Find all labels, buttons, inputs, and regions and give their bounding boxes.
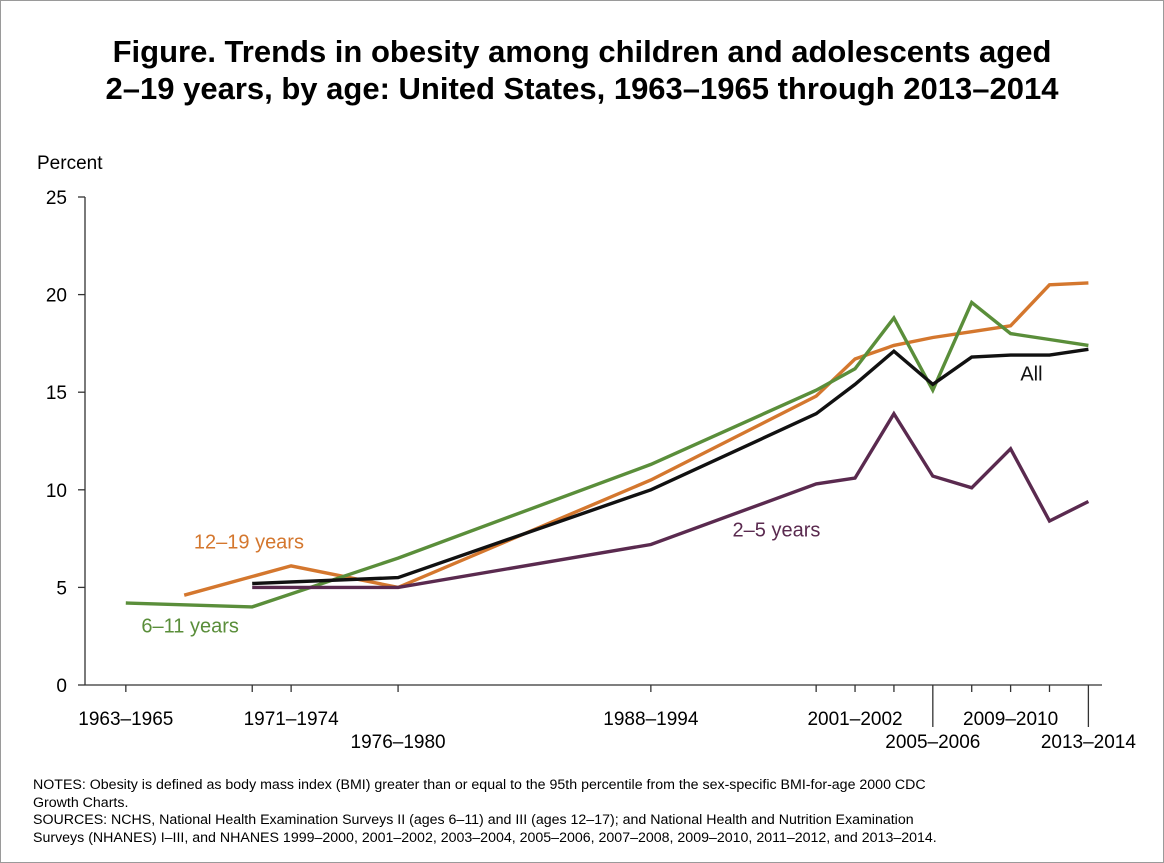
- sources-line-1: SOURCES: NCHS, National Health Examinati…: [33, 812, 914, 828]
- notes-line-2: Growth Charts.: [33, 794, 129, 811]
- notes-block: NOTES: Obesity is defined as body mass i…: [33, 777, 1143, 847]
- x-tick-label: 1971–1974: [244, 709, 340, 730]
- x-tick-label: 1963–1965: [78, 709, 173, 730]
- x-tick-label: 2009–2010: [963, 709, 1058, 730]
- y-tick-label: 5: [56, 578, 67, 599]
- y-tick-label: 20: [46, 286, 67, 307]
- annotation-layer: 12–19 years 6–11 years All 2–5 years: [141, 363, 1042, 637]
- series-line-2: [252, 347, 1089, 586]
- x-tick-label: 1988–1994: [603, 709, 699, 730]
- series-line-3: [252, 410, 1090, 590]
- axes: 0 5 10 15 20 25 1963–1965 1971–1974 1976–1980 198…: [46, 188, 1137, 753]
- y-tick-label: 15: [46, 383, 67, 404]
- sources-line-2: Surveys (NHANES) I–III, and NHANES 1999–…: [33, 829, 937, 846]
- series-line-1: [125, 299, 1089, 609]
- x-tick-label: 2013–2014: [1041, 732, 1137, 753]
- series-line-0: [183, 281, 1089, 597]
- y-tick-label: 10: [46, 481, 67, 502]
- y-axis-label: Percent: [37, 153, 103, 174]
- notes-line-1: NOTES: Obesity is defined as body mass i…: [33, 777, 926, 793]
- x-tick-label: 1976–1980: [351, 732, 446, 753]
- series-label-0: 12–19 years: [194, 531, 304, 553]
- chart-title-line-2: 2–19 years, by age: United States, 1963–…: [105, 71, 1059, 106]
- series-layer: [125, 281, 1090, 609]
- x-tick-label: 2001–2002: [807, 709, 902, 730]
- series-label-2: All: [1020, 363, 1042, 385]
- chart-title: Figure. Trends in obesity among children…: [0, 33, 1164, 107]
- series-label-3: 2–5 years: [733, 520, 821, 542]
- series-label-1: 6–11 years: [141, 615, 238, 637]
- chart-title-line-1: Figure. Trends in obesity among children…: [112, 34, 1052, 69]
- x-tick-label: 2005–2006: [885, 732, 980, 753]
- y-tick-label: 0: [56, 676, 67, 697]
- line-chart: Percent 0 5 10 15 20 25 1963–1965 1971–1974 1976…: [37, 153, 1137, 753]
- y-tick-label: 25: [46, 188, 67, 209]
